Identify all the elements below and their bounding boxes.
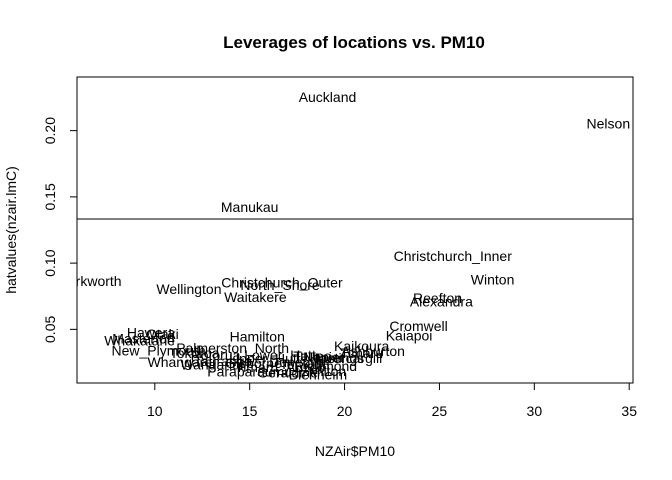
point-label: Whakatane	[104, 333, 175, 349]
chart-title: Leverages of locations vs. PM10	[223, 33, 485, 52]
point-label: Rotorua	[191, 347, 241, 363]
point-label: Hamilton	[230, 329, 285, 345]
point-label: Waitakere	[224, 289, 287, 305]
point-label: Otaki	[146, 326, 179, 342]
point-label: North_Shore	[240, 277, 320, 293]
point-label: New_Plymouth	[112, 343, 206, 359]
point-label: Tauranga	[194, 353, 253, 369]
y-tick-label: 0.05	[42, 316, 58, 343]
point-label: Wellington	[156, 281, 221, 297]
point-label: Taupo	[293, 348, 331, 364]
point-label: Geraldine	[257, 364, 318, 380]
x-tick-label: 30	[527, 403, 543, 419]
x-axis: 10 15 20 25 30 35	[147, 382, 637, 419]
point-label: Upper_Hutt	[229, 350, 301, 366]
point-label: Kaikoura	[334, 338, 389, 354]
point-label: Christchurch_Inner	[394, 248, 513, 264]
point-label: Alexandra	[410, 294, 473, 310]
point-label: Richmond	[294, 358, 357, 374]
x-tick-label: 25	[432, 403, 448, 419]
y-tick-label: 0.10	[42, 249, 58, 276]
point-label: Napier	[303, 349, 345, 365]
point-label: Te_Kuiti	[280, 356, 330, 372]
point-label: Hastings	[310, 350, 364, 366]
point-labels: Auckland Nelson Manukau Christchurch_Inner W…	[55, 89, 631, 383]
y-axis-title: hatvalues(nzair.lmC)	[3, 166, 19, 294]
point-label: Wanganui	[180, 356, 243, 372]
point-label: Whangarei	[148, 354, 216, 370]
point-label: Invercargill	[315, 350, 383, 366]
point-label: Christchurch_Outer	[221, 274, 343, 290]
point-label: Winton	[471, 272, 515, 288]
y-tick-label: 0.15	[42, 183, 58, 210]
x-tick-label: 35	[621, 403, 637, 419]
point-label: Paraparaumu	[207, 364, 292, 380]
x-tick-label: 15	[242, 403, 258, 419]
point-label: Lower_Hutt	[244, 347, 316, 363]
point-label: Warkworth	[55, 273, 121, 289]
x-tick-label: 10	[147, 403, 163, 419]
point-label: Manukau	[221, 199, 279, 215]
point-label: Kaiapoi	[386, 327, 433, 343]
point-label: Masterton	[112, 331, 174, 347]
x-axis-title: NZAir$PM10	[315, 443, 395, 459]
y-tick-label: 0.20	[42, 117, 58, 144]
point-label: Timaru	[340, 345, 383, 361]
point-label: Nelson	[587, 115, 631, 131]
point-label: Ashburton	[341, 343, 405, 359]
point-label: Tokoroa	[170, 345, 220, 361]
y-axis: 0.05 0.10 0.15 0.20	[42, 117, 78, 343]
point-label: Milton	[309, 363, 346, 379]
point-label: Auckland	[299, 89, 357, 105]
x-tick-label: 20	[337, 403, 353, 419]
point-label: Hawera	[127, 325, 175, 341]
point-label: Timaru_Anzac	[235, 359, 325, 375]
point-label: Palmerston_North	[176, 340, 289, 356]
point-label: Cromwell	[389, 318, 447, 334]
point-label: Gisborne	[225, 355, 282, 371]
point-label: Reefton	[413, 290, 462, 306]
point-label: Dunedin	[269, 354, 321, 370]
point-label: Blenheim	[289, 366, 347, 382]
